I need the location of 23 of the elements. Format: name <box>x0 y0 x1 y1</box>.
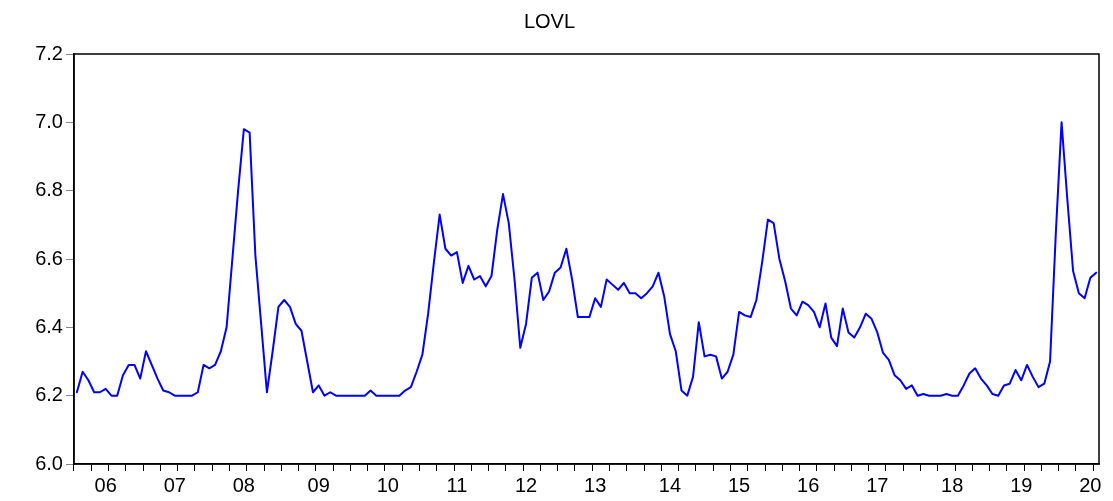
chart-title: LOVL <box>523 9 576 32</box>
y-tick-label: 6.2 <box>35 383 63 406</box>
y-tick-label: 7.2 <box>35 41 63 64</box>
x-tick-label: 11 <box>446 473 468 496</box>
x-tick-label: 20 <box>1079 473 1102 496</box>
x-tick-label: 14 <box>658 473 682 496</box>
x-tick-label: 15 <box>727 473 751 496</box>
x-tick-label: 08 <box>232 473 255 496</box>
y-tick-label: 6.0 <box>35 451 63 474</box>
y-tick-label: 6.8 <box>35 178 63 201</box>
x-tick-label: 12 <box>514 473 538 496</box>
x-tick-label: 19 <box>1010 473 1033 496</box>
x-tick-label: 09 <box>307 473 330 496</box>
y-tick-label: 6.6 <box>35 246 63 269</box>
x-tick-label: 13 <box>584 473 607 496</box>
x-tick-label: 07 <box>163 473 186 496</box>
x-tick-label: 18 <box>941 473 964 496</box>
x-tick-label: 16 <box>797 473 820 496</box>
x-tick-label: 17 <box>866 473 889 496</box>
y-tick-label: 6.4 <box>35 314 63 337</box>
y-tick-label: 7.0 <box>35 109 63 132</box>
x-tick-label: 06 <box>94 473 117 496</box>
x-tick-label: 10 <box>376 473 399 496</box>
